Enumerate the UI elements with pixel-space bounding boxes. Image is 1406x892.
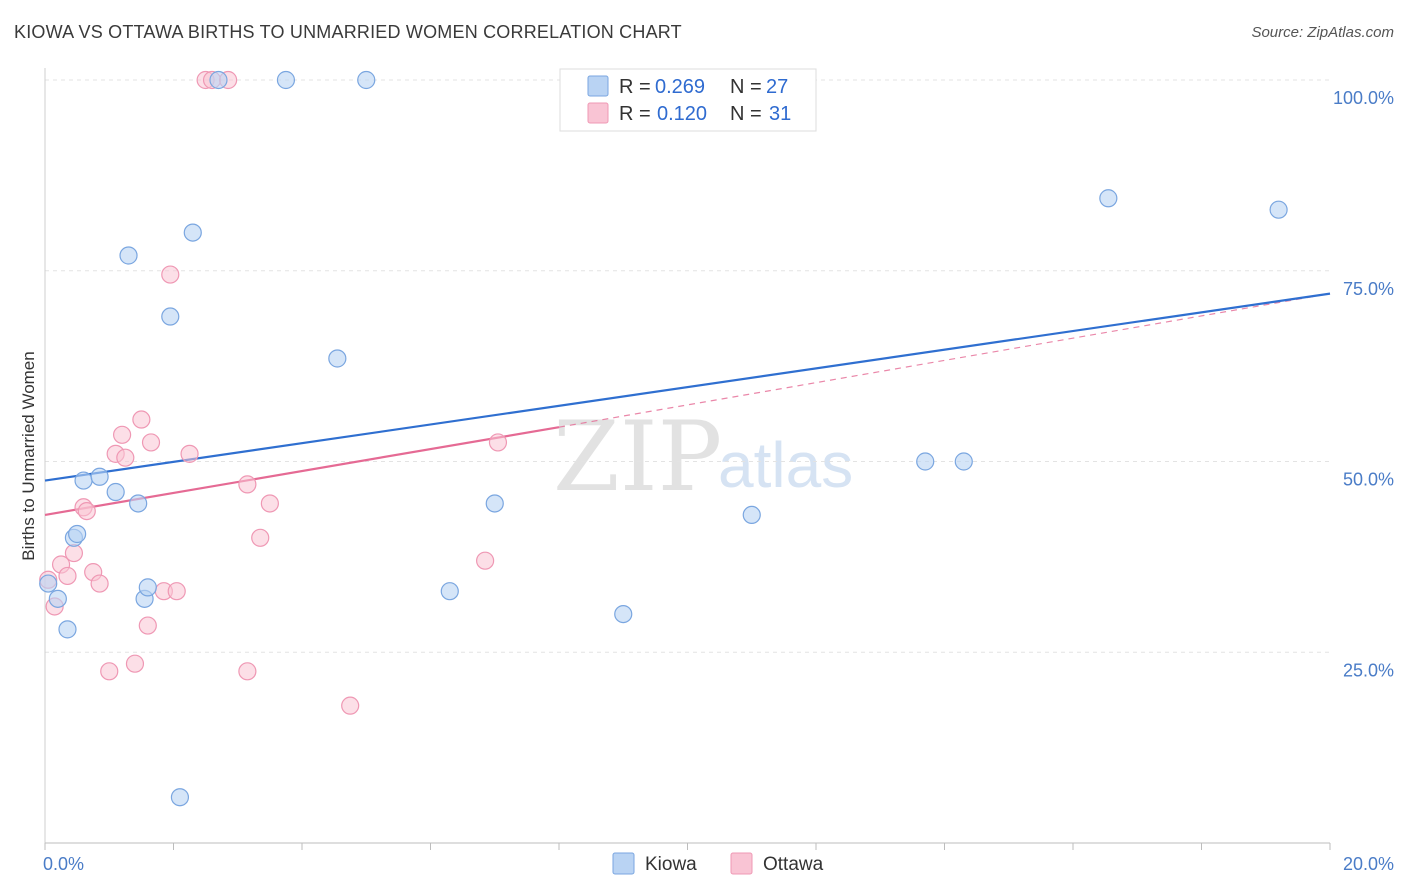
watermark-zip: ZIP <box>553 401 722 513</box>
ottawa-point <box>238 475 257 494</box>
legend-n-label-kiowa: N = <box>730 76 762 98</box>
kiowa-point <box>1099 189 1118 208</box>
ottawa-point <box>180 444 199 463</box>
legend-n-label-ottawa: N = <box>730 103 762 125</box>
kiowa-point <box>328 349 347 368</box>
ottawa-trend-line-extension <box>558 293 1331 428</box>
kiowa-point <box>614 604 633 624</box>
kiowa-point <box>129 494 148 513</box>
kiowa-point <box>74 471 93 490</box>
kiowa-point <box>161 307 180 326</box>
kiowa-point <box>90 467 109 486</box>
kiowa-point <box>276 70 296 90</box>
x-tick-label-max: 20.0% <box>1343 854 1394 874</box>
kiowa-point <box>1269 200 1288 219</box>
y-tick-label: 50.0% <box>1343 470 1394 490</box>
kiowa-point <box>209 70 228 90</box>
series-legend: Kiowa Ottawa <box>612 852 824 875</box>
ottawa-point <box>476 551 495 570</box>
ottawa-point <box>167 582 186 601</box>
ottawa-point <box>251 528 270 547</box>
ottawa-point <box>125 654 145 673</box>
series-legend-swatch-ottawa <box>730 852 753 875</box>
legend-r-label-ottawa: R = <box>619 103 651 125</box>
ottawa-point <box>77 501 96 521</box>
legend-r-label-kiowa: R = <box>619 76 651 98</box>
ottawa-point <box>260 494 279 513</box>
y-tick-label: 100.0% <box>1333 88 1394 108</box>
legend-swatch-kiowa <box>587 75 609 97</box>
kiowa-point <box>440 582 459 601</box>
y-axis-label: Births to Unmarried Women <box>19 351 38 560</box>
legend-n-value-ottawa: 31 <box>769 103 791 125</box>
kiowa-point <box>916 452 935 471</box>
kiowa-point <box>58 620 77 639</box>
series-legend-swatch-kiowa <box>612 852 635 875</box>
legend-swatch-ottawa <box>587 102 609 124</box>
stats-legend: R = 0.269 N = 27 R = 0.120 N = 31 <box>559 68 817 132</box>
legend-r-value-kiowa: 0.269 <box>655 76 705 98</box>
ottawa-point <box>64 543 84 563</box>
legend-n-value-kiowa: 27 <box>766 76 788 98</box>
legend-r-value-ottawa: 0.120 <box>657 103 707 125</box>
ottawa-point <box>116 448 135 467</box>
y-tick-label: 25.0% <box>1343 660 1394 680</box>
x-tick-label-min: 0.0% <box>43 854 84 874</box>
kiowa-point <box>954 452 973 471</box>
ottawa-point <box>138 616 157 635</box>
kiowa-point <box>106 482 125 502</box>
kiowa-point <box>48 589 67 608</box>
ottawa-point <box>112 425 132 444</box>
kiowa-trend-line <box>44 292 1331 482</box>
kiowa-point <box>138 578 157 597</box>
kiowa-point <box>357 70 376 90</box>
ottawa-point <box>341 696 360 715</box>
chart-title: KIOWA VS OTTAWA BIRTHS TO UNMARRIED WOME… <box>14 22 682 42</box>
ottawa-point <box>141 433 161 452</box>
y-tick-labels: 25.0% 50.0% 75.0% 100.0% <box>1333 88 1394 680</box>
watermark-atlas: atlas <box>718 429 853 501</box>
ottawa-point <box>100 662 119 681</box>
ottawa-point <box>161 265 180 284</box>
source-label: Source: ZipAtlas.com <box>1251 24 1394 41</box>
kiowa-point <box>183 223 202 242</box>
ottawa-point <box>488 433 508 452</box>
kiowa-point <box>742 505 761 525</box>
ottawa-point <box>90 574 109 593</box>
kiowa-point <box>485 494 504 513</box>
kiowa-point <box>68 524 87 544</box>
grid-lines <box>45 79 1330 653</box>
y-tick-label: 75.0% <box>1343 279 1394 299</box>
ottawa-point <box>238 662 257 681</box>
data-points <box>39 70 1288 807</box>
kiowa-point <box>119 246 138 265</box>
ottawa-point <box>58 566 77 586</box>
kiowa-point <box>170 788 190 807</box>
axes <box>44 68 1331 850</box>
series-legend-label-kiowa: Kiowa <box>645 854 697 875</box>
kiowa-point <box>39 574 58 593</box>
ottawa-point <box>132 410 151 429</box>
series-legend-label-ottawa: Ottawa <box>763 854 824 875</box>
